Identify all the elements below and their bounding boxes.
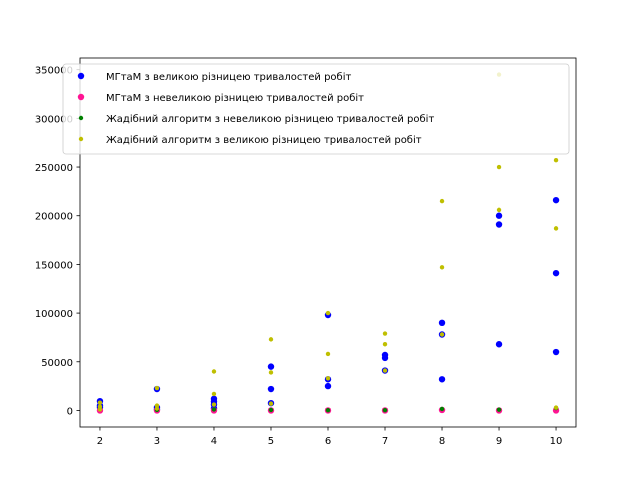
legend-label-2: Жадібний алгоритм з невеликою різницею т… (106, 113, 434, 125)
data-point-s0-11 (267, 385, 275, 393)
data-point-s2-4 (325, 408, 331, 413)
data-point-s2-7 (496, 407, 502, 412)
data-point-s3-12 (325, 310, 331, 316)
data-point-s3-7 (211, 391, 217, 397)
data-point-s2-2 (211, 407, 217, 412)
y-tick-label-50000: 50000 (41, 358, 73, 369)
data-point-s0-15 (324, 382, 332, 390)
legend: МГтаМ з великою різницею тривалостей роб… (62, 63, 570, 155)
x-tick-label-8: 8 (439, 436, 445, 447)
y-tick-label-150000: 150000 (35, 260, 73, 271)
legend-marker-1 (77, 93, 85, 101)
y-tick-label-0: 0 (67, 406, 73, 417)
x-tick-label-4: 4 (211, 436, 217, 447)
y-tick-label-350000: 350000 (35, 66, 73, 77)
legend-label-1: МГтаМ з невеликою різницею тривалостей р… (106, 92, 364, 104)
data-point-s3-11 (268, 401, 274, 406)
data-point-s3-5 (154, 406, 160, 411)
x-tick-label-10: 10 (550, 436, 563, 447)
x-tick-label-7: 7 (382, 436, 388, 447)
data-point-s3-2 (97, 407, 103, 412)
data-point-s3-25 (553, 226, 559, 231)
data-point-s3-8 (211, 402, 217, 407)
data-point-s3-18 (439, 198, 445, 204)
x-tick-label-6: 6 (325, 436, 331, 447)
data-point-s3-3 (154, 385, 160, 391)
data-point-s3-0 (97, 400, 103, 405)
data-point-s3-19 (439, 265, 445, 270)
legend-label-3: Жадібний алгоритм з великою різницею три… (106, 134, 422, 146)
data-point-s2-5 (382, 407, 388, 413)
x-tick-label-9: 9 (496, 436, 502, 447)
y-tick-label-250000: 250000 (35, 163, 73, 174)
data-point-s3-13 (325, 351, 331, 357)
data-point-s0-24 (495, 341, 503, 348)
data-point-s3-10 (268, 370, 274, 375)
data-point-s0-23 (495, 221, 503, 228)
data-point-s0-22 (495, 212, 503, 219)
data-point-s0-25 (552, 196, 560, 204)
data-point-s0-10 (267, 363, 275, 370)
data-point-s0-26 (552, 269, 560, 277)
legend-label-0: МГтаМ з великою різницею тривалостей роб… (106, 71, 351, 83)
legend-marker-2 (78, 115, 84, 121)
data-point-s3-16 (382, 342, 388, 347)
data-point-s3-9 (268, 337, 274, 342)
y-tick-label-300000: 300000 (35, 114, 73, 125)
x-tick-label-3: 3 (154, 436, 160, 447)
data-point-s0-27 (552, 348, 560, 356)
data-point-s0-17 (381, 354, 389, 362)
legend-box (62, 63, 570, 155)
y-tick-label-200000: 200000 (35, 212, 73, 223)
x-tick-label-5: 5 (268, 436, 274, 447)
data-point-s2-6 (439, 406, 445, 412)
data-point-s3-22 (496, 164, 502, 170)
data-point-s3-14 (325, 376, 331, 381)
x-tick-label-2: 2 (97, 436, 103, 447)
data-point-s3-17 (382, 368, 388, 373)
data-point-s3-26 (553, 405, 559, 410)
data-point-s3-24 (553, 158, 559, 163)
x-axis: 2 3 4 5 6 7 8 9 10 (97, 427, 563, 447)
y-axis: 0 50000 100000 150000 200000 250000 300000 3500… (35, 66, 80, 417)
legend-marker-3 (78, 136, 84, 142)
y-tick-label-100000: 100000 (35, 309, 73, 320)
legend-marker-0 (77, 72, 85, 80)
data-point-s2-3 (268, 407, 274, 413)
data-point-s3-20 (439, 332, 445, 337)
data-point-s3-23 (496, 207, 502, 213)
data-point-s3-6 (211, 369, 217, 374)
data-point-s3-15 (382, 331, 388, 336)
data-point-s0-19 (438, 319, 446, 327)
data-point-s0-21 (438, 376, 446, 383)
